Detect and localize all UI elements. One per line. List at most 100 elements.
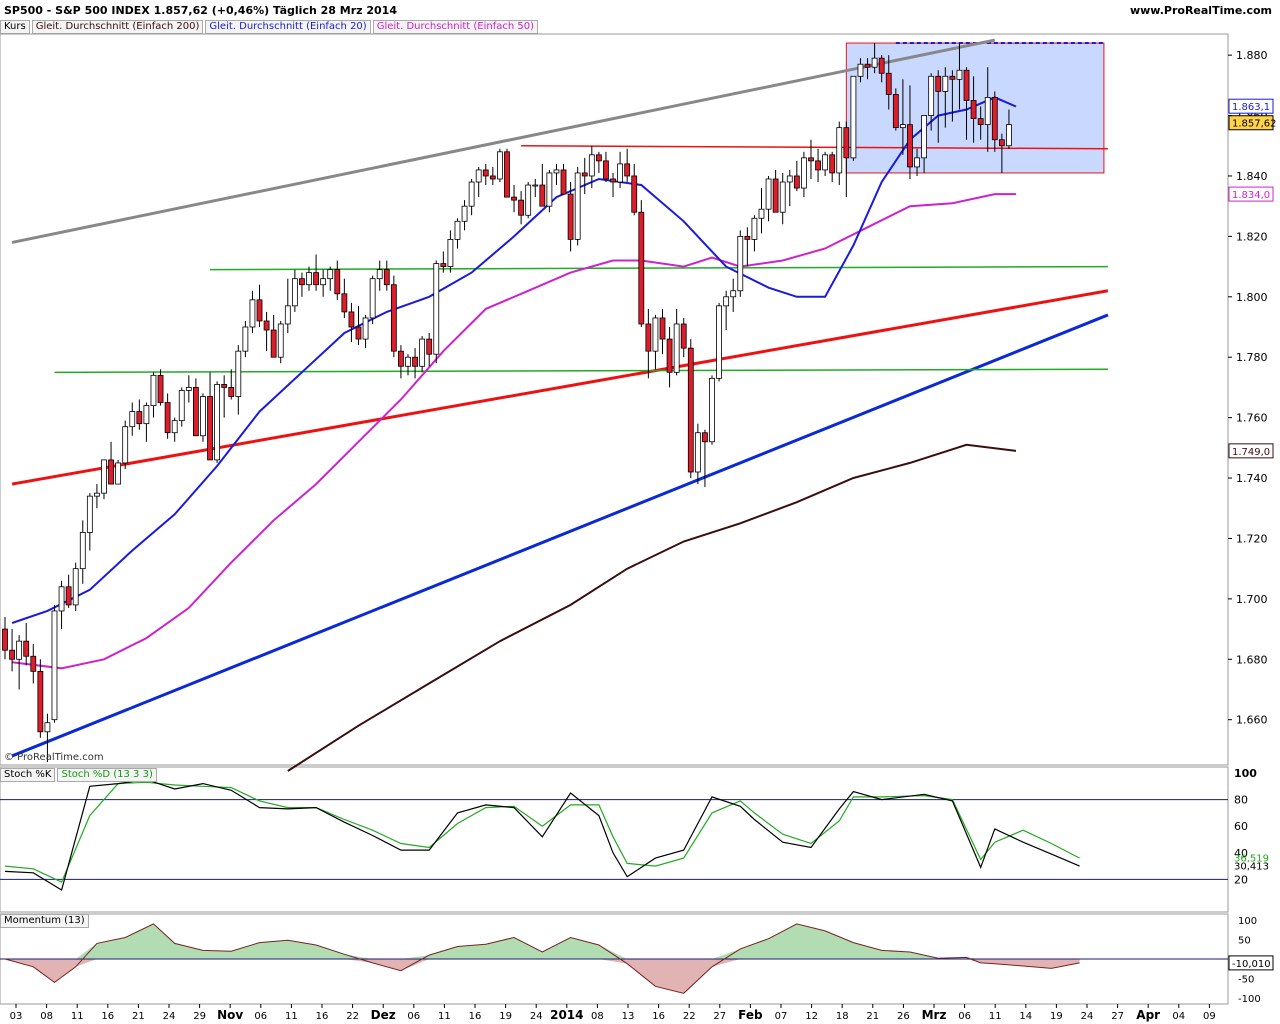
candle-body xyxy=(383,269,390,286)
candle-body xyxy=(914,157,920,168)
candle-body xyxy=(496,151,503,180)
candle-body xyxy=(94,492,100,497)
legend-kurs[interactable]: Kurs xyxy=(0,20,30,34)
y-tick-label: 1.880 xyxy=(1236,49,1268,62)
candle-body xyxy=(72,568,79,606)
last-price-label: 1.857,62 xyxy=(1232,119,1277,130)
candle-body xyxy=(617,163,623,183)
candle-body xyxy=(786,175,793,183)
x-tick-label: 12 xyxy=(805,1011,818,1022)
ma20-value-label: 1.863,1 xyxy=(1232,102,1270,113)
candle-body xyxy=(765,178,772,210)
x-tick-label: Mrz xyxy=(922,1008,947,1022)
x-tick-label: 06 xyxy=(254,1011,267,1022)
candle-body xyxy=(214,383,221,461)
candle-body xyxy=(624,163,631,177)
trendline-gray xyxy=(11,38,996,244)
stoch-k-line xyxy=(4,778,1080,891)
candle-body xyxy=(864,63,871,68)
candle-body xyxy=(977,118,984,126)
y-tick-label: 1.840 xyxy=(1236,170,1268,183)
x-tick-label: 26 xyxy=(897,1011,910,1022)
stoch-y-label: 20 xyxy=(1234,873,1248,886)
x-tick-label: 16 xyxy=(316,1011,329,1022)
candle-body xyxy=(744,235,751,240)
ma50-line xyxy=(11,193,1016,670)
candle-body xyxy=(200,396,206,437)
momentum-positive-area xyxy=(5,923,1080,959)
candle-body xyxy=(694,432,701,473)
x-tick-label: 16 xyxy=(101,1011,114,1022)
candle-body xyxy=(857,63,864,77)
candle-body xyxy=(871,57,878,68)
candle-body xyxy=(963,69,970,101)
x-tick-label: Apr xyxy=(1136,1008,1160,1022)
candle-body xyxy=(51,610,58,721)
candle-body xyxy=(468,181,475,207)
stoch-d-value-label: 36,519 xyxy=(1234,853,1269,864)
x-tick-label: Nov xyxy=(217,1008,243,1022)
candle-body xyxy=(1006,124,1012,147)
candle-body xyxy=(228,387,235,397)
candle-body xyxy=(928,75,935,116)
candle-body xyxy=(221,383,228,388)
stoch-legend: Stoch %K Stoch %D (13 3 3) xyxy=(0,768,159,782)
candle-body xyxy=(101,459,107,494)
candle-body xyxy=(143,405,150,425)
candle-body xyxy=(822,154,829,171)
candle-body xyxy=(489,175,496,180)
momentum-label[interactable]: Momentum (13) xyxy=(0,914,89,928)
candle-body xyxy=(984,97,991,126)
candle-body xyxy=(511,196,517,201)
candle-body xyxy=(666,338,673,373)
candle-body xyxy=(610,178,616,183)
candle-body xyxy=(553,169,560,174)
candle-body xyxy=(86,495,93,533)
candle-body xyxy=(808,157,814,162)
candle-body xyxy=(892,94,899,129)
candle-body xyxy=(737,235,744,292)
candle-body xyxy=(581,172,588,177)
candle-body xyxy=(136,411,143,425)
candle-body xyxy=(249,299,256,328)
y-tick-label: 1.800 xyxy=(1236,291,1268,304)
x-tick-label: 19 xyxy=(499,1011,512,1022)
y-tick-label: 1.760 xyxy=(1236,412,1268,425)
candle-body xyxy=(369,278,376,319)
x-tick-label: 03 xyxy=(10,1011,23,1022)
candle-body xyxy=(779,181,786,213)
candle-body xyxy=(475,169,482,183)
x-tick-label: 06 xyxy=(407,1011,420,1022)
candle-body xyxy=(299,278,305,286)
candle-body xyxy=(327,269,334,280)
candle-body xyxy=(171,420,178,434)
candle-body xyxy=(687,347,694,473)
candle-body xyxy=(235,350,242,397)
candle-body xyxy=(341,293,348,313)
candle-body xyxy=(546,172,553,207)
candle-body xyxy=(355,326,362,340)
candle-body xyxy=(907,124,913,168)
candle-body xyxy=(956,69,963,80)
candle-body xyxy=(878,57,885,74)
x-tick-label: 27 xyxy=(1111,1011,1124,1022)
momentum-value-label: -10,010 xyxy=(1232,959,1271,970)
stoch-d-label[interactable]: Stoch %D (13 3 3) xyxy=(57,768,157,782)
stoch-k-label[interactable]: Stoch %K xyxy=(0,768,56,782)
candle-body xyxy=(256,299,263,322)
x-tick-label: 24 xyxy=(530,1011,543,1022)
candle-body xyxy=(574,172,581,240)
candle-body xyxy=(178,390,185,422)
candle-body xyxy=(164,402,171,434)
x-tick-label: 06 xyxy=(958,1011,971,1022)
x-tick-label: 11 xyxy=(71,1011,84,1022)
x-tick-label: 18 xyxy=(836,1011,849,1022)
y-tick-label: 1.720 xyxy=(1236,532,1268,545)
candles-group xyxy=(2,43,1012,762)
x-tick-label: 22 xyxy=(683,1011,696,1022)
candle-body xyxy=(334,269,341,295)
candle-body xyxy=(772,178,779,213)
candle-body xyxy=(115,462,122,485)
site-label[interactable]: www.ProRealTime.com xyxy=(1129,4,1272,17)
